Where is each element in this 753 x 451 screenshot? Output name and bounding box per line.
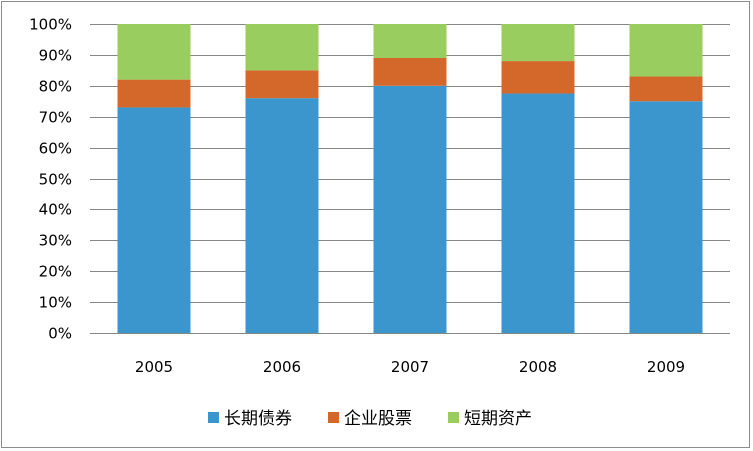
y-tick-label: 60% [39, 140, 72, 158]
bar-segment [629, 24, 703, 77]
legend-swatch [328, 412, 339, 423]
legend: 长期债券 企业股票 短期资产 [208, 409, 532, 429]
y-axis-tick-labels: 0% 10% 20% 30% 40% 50% 60% 70% 80% 90% 100% [29, 16, 72, 343]
y-tick-label: 70% [39, 109, 72, 127]
y-tick-label: 0% [48, 325, 72, 343]
bar-segment [373, 57, 447, 86]
x-tick-label: 2007 [391, 358, 429, 376]
legend-label: 企业股票 [344, 409, 412, 429]
y-tick-label: 40% [39, 201, 72, 219]
bar-segment [373, 85, 447, 333]
y-tick-label: 80% [39, 78, 72, 96]
legend-swatch [448, 412, 459, 423]
bar-segment [373, 24, 447, 58]
bar-segment [245, 70, 319, 99]
legend-swatch [208, 412, 219, 423]
bar-segment [245, 24, 319, 71]
bar-segment [501, 93, 575, 334]
bar-segment [245, 98, 319, 333]
y-tick-label: 100% [29, 16, 72, 34]
bar-segment [501, 24, 575, 62]
bars [117, 24, 703, 334]
bar-segment [629, 76, 703, 102]
y-tick-label: 30% [39, 232, 72, 250]
bar-segment [117, 24, 191, 80]
y-tick-label: 50% [39, 171, 72, 189]
legend-label: 短期资产 [464, 409, 532, 429]
x-tick-label: 2005 [135, 358, 173, 376]
x-tick-label: 2009 [647, 358, 685, 376]
bar-segment [117, 79, 191, 108]
bar-segment [117, 107, 191, 334]
legend-label: 长期债券 [224, 409, 292, 429]
x-tick-label: 2006 [263, 358, 301, 376]
y-tick-label: 90% [39, 47, 72, 65]
x-axis-tick-labels: 2005 2006 2007 2008 2009 [135, 358, 685, 376]
x-tick-label: 2008 [519, 358, 557, 376]
y-tick-label: 10% [39, 294, 72, 312]
bar-segment [501, 61, 575, 94]
y-tick-label: 20% [39, 263, 72, 281]
bar-segment [629, 101, 703, 333]
